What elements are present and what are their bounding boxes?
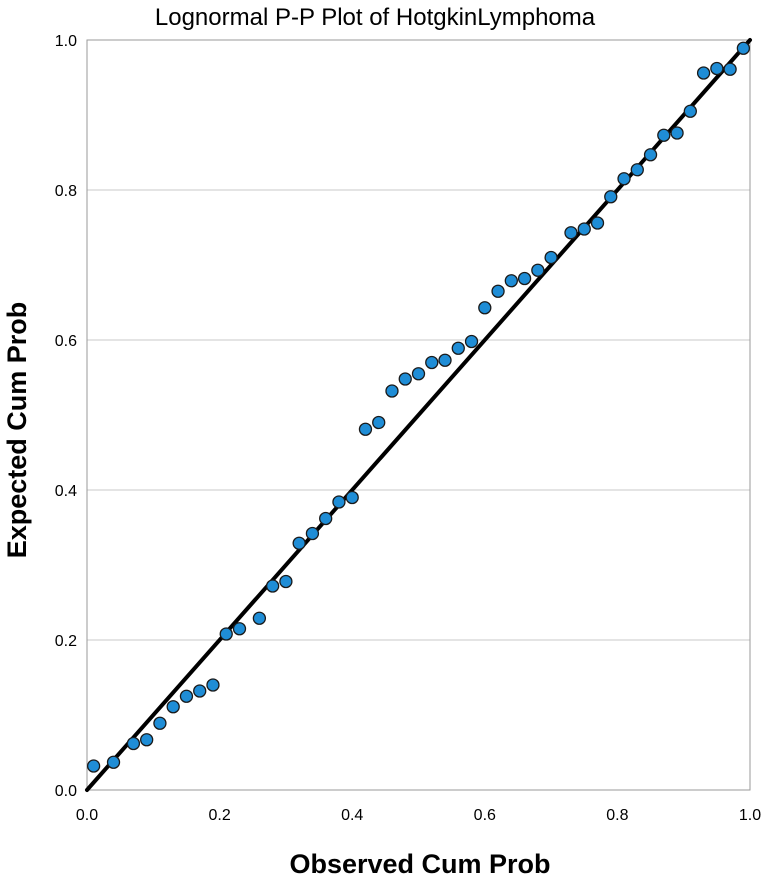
data-point bbox=[86, 759, 101, 773]
data-point bbox=[517, 271, 532, 286]
data-point bbox=[464, 334, 479, 349]
data-point bbox=[451, 341, 465, 355]
plot-frame bbox=[86, 39, 751, 791]
data-point bbox=[305, 526, 320, 541]
y-tick-label: 0.4 bbox=[55, 483, 77, 500]
data-point bbox=[319, 511, 333, 526]
data-point bbox=[345, 490, 359, 505]
data-point bbox=[411, 367, 426, 381]
data-point bbox=[140, 733, 154, 747]
x-tick-label: 0.2 bbox=[208, 807, 230, 824]
y-tick-label: 0.0 bbox=[55, 783, 77, 800]
x-tick-label: 0.0 bbox=[76, 807, 98, 824]
data-point bbox=[206, 678, 220, 692]
data-point bbox=[265, 579, 280, 593]
plot-area: 0.0 0.2 0.4 0.6 0.8 1.0 0.0 0.2 0.4 0.6 0.8 1.0 bbox=[55, 33, 761, 824]
data-point bbox=[544, 250, 558, 265]
data-point bbox=[696, 66, 711, 80]
data-point bbox=[723, 62, 737, 76]
data-point bbox=[478, 301, 492, 315]
x-tick-label: 0.4 bbox=[341, 807, 363, 824]
data-point bbox=[126, 736, 141, 751]
data-point bbox=[179, 689, 194, 703]
data-point bbox=[166, 700, 180, 714]
data-point bbox=[292, 536, 306, 550]
data-point bbox=[590, 216, 605, 230]
data-point bbox=[372, 415, 386, 430]
data-point bbox=[604, 190, 618, 204]
data-point bbox=[643, 148, 658, 162]
data-point bbox=[219, 627, 233, 641]
x-tick-label: 1.0 bbox=[739, 807, 761, 824]
x-tick-label: 0.8 bbox=[606, 807, 628, 824]
data-point bbox=[153, 716, 167, 730]
data-point bbox=[385, 384, 399, 398]
y-axis-label: Expected Cum Prob bbox=[2, 302, 32, 559]
data-point bbox=[438, 353, 452, 367]
y-tick-label: 0.8 bbox=[55, 183, 77, 200]
data-point bbox=[398, 372, 412, 386]
data-point bbox=[617, 172, 631, 186]
data-point bbox=[710, 61, 724, 76]
x-axis-label: Observed Cum Prob bbox=[289, 849, 550, 879]
data-point bbox=[577, 222, 591, 236]
data-point bbox=[491, 284, 505, 298]
data-point bbox=[193, 684, 207, 698]
data-point bbox=[736, 41, 751, 55]
data-point bbox=[504, 274, 518, 288]
y-tick-label: 1.0 bbox=[55, 33, 77, 50]
data-point bbox=[279, 574, 293, 589]
data-point bbox=[670, 126, 684, 140]
data-point bbox=[332, 495, 346, 509]
data-point bbox=[564, 226, 578, 240]
data-point bbox=[252, 611, 267, 625]
data-point bbox=[358, 422, 373, 436]
data-point bbox=[531, 263, 545, 277]
data-point bbox=[630, 163, 644, 177]
y-tick-label: 0.2 bbox=[55, 633, 77, 650]
chart-title: Lognormal P-P Plot of HotgkinLymphoma bbox=[155, 4, 596, 31]
data-point bbox=[683, 104, 697, 118]
data-point bbox=[425, 355, 439, 370]
data-point bbox=[232, 622, 247, 636]
y-tick-label: 0.6 bbox=[55, 333, 77, 350]
data-point bbox=[106, 755, 121, 769]
x-tick-label: 0.6 bbox=[474, 807, 496, 824]
data-point bbox=[657, 128, 671, 142]
